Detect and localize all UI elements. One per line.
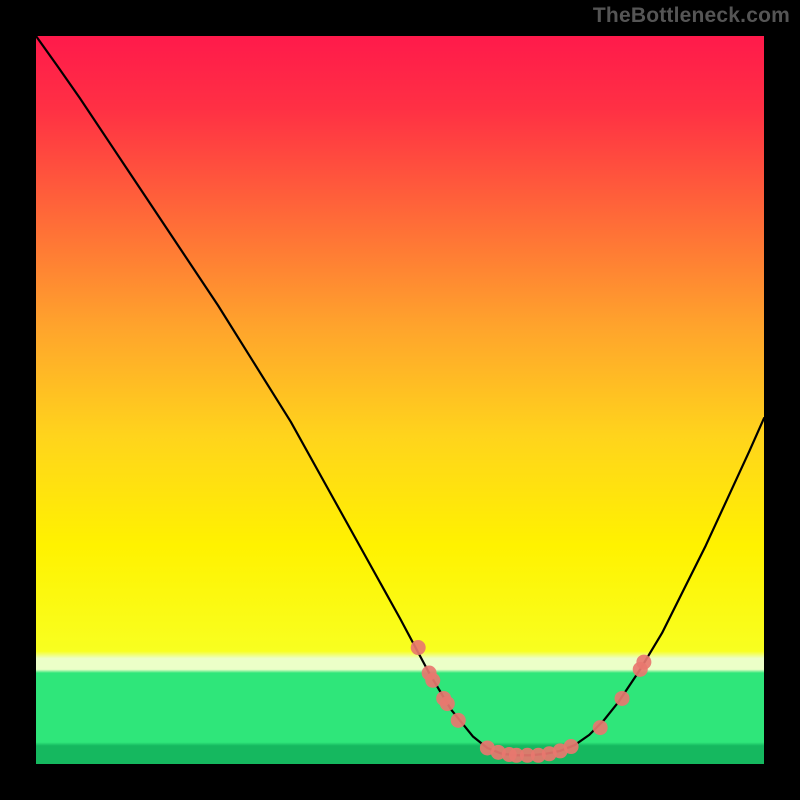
chart-root: TheBottleneck.com: [0, 0, 800, 800]
data-marker: [425, 673, 440, 688]
plot-svg: [36, 36, 764, 764]
watermark-text: TheBottleneck.com: [593, 4, 790, 28]
data-marker: [636, 655, 651, 670]
data-marker: [615, 691, 630, 706]
gradient-background: [36, 36, 764, 764]
plot-area: [36, 36, 764, 764]
data-marker: [564, 739, 579, 754]
data-marker: [411, 640, 426, 655]
data-marker: [440, 696, 455, 711]
data-marker: [451, 713, 466, 728]
data-marker: [593, 720, 608, 735]
